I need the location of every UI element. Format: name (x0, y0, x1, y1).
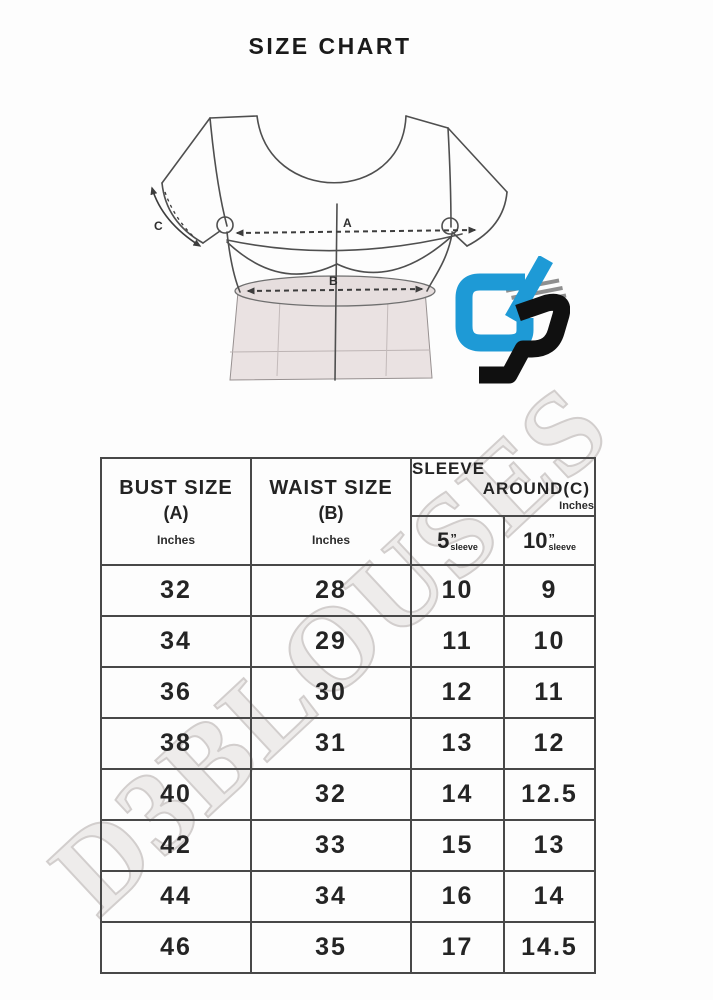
table-cell: 10 (503, 615, 596, 668)
table-cell: 16 (410, 870, 505, 923)
table-cell: 10 (410, 564, 505, 617)
bust-measure-line (235, 226, 477, 237)
page-title: SIZE CHART (248, 33, 412, 59)
logo-3-shape (479, 293, 570, 384)
table-cell: 30 (250, 666, 412, 719)
size-table: BUST SIZE (A) Inches WAIST SIZE (B) Inch… (100, 457, 596, 974)
header-waist-size: WAIST SIZE (B) Inches (250, 457, 412, 566)
waist-title: WAIST SIZE (269, 476, 393, 499)
sleeve-10-inch-mark: ” (548, 530, 555, 546)
table-row: 40 32 14 12.5 (100, 768, 596, 821)
table-row: 44 34 16 14 (100, 870, 596, 923)
table-cell: 36 (100, 666, 252, 719)
measurement-labels: A B C (154, 216, 352, 288)
table-cell: 35 (250, 921, 412, 974)
table-cell: 28 (250, 564, 412, 617)
table-cell: 33 (250, 819, 412, 872)
table-cell: 42 (100, 819, 252, 872)
sleeve-title-line2: AROUND(C) (482, 479, 590, 498)
bust-unit: Inches (156, 532, 195, 547)
table-cell: 13 (503, 819, 596, 872)
table-cell: 44 (100, 870, 252, 923)
table-cell: 12 (503, 717, 596, 770)
d3-logo (455, 256, 570, 384)
sleeve-measure-arc (150, 186, 202, 247)
header-bust-size: BUST SIZE (A) Inches (100, 457, 252, 566)
table-cell: 12.5 (503, 768, 596, 821)
sleeve-5-size: 5 (437, 527, 450, 553)
table-cell: 32 (250, 768, 412, 821)
table-cell: 38 (100, 717, 252, 770)
table-cell: 15 (410, 819, 505, 872)
table-row: 42 33 15 13 (100, 819, 596, 872)
header-row-top: BUST SIZE (A) Inches WAIST SIZE (B) Inch… (100, 457, 596, 566)
waist-measure-line (246, 285, 424, 295)
header-sleeve-around: SLEEVE AROUND(C) Inches (410, 457, 596, 517)
table-cell: 13 (410, 717, 505, 770)
table-cell: 40 (100, 768, 252, 821)
bust-label: A (343, 216, 352, 230)
bust-title: BUST SIZE (119, 476, 233, 499)
table-cell: 11 (410, 615, 505, 668)
sleeve-5-inch-mark: ” (450, 530, 457, 546)
table-cell: 12 (410, 666, 505, 719)
table-cell: 34 (250, 870, 412, 923)
table-cell: 31 (250, 717, 412, 770)
table-cell: 29 (250, 615, 412, 668)
sleeve-10-word: sleeve (548, 541, 576, 552)
bust-code: (A) (163, 502, 189, 523)
table-row: 34 29 11 10 (100, 615, 596, 668)
table-cell: 17 (410, 921, 505, 974)
table-cell: 32 (100, 564, 252, 617)
sleeve-title-line1: SLEEVE (412, 459, 486, 478)
waist-unit: Inches (311, 532, 350, 547)
table-row: 36 30 12 11 (100, 666, 596, 719)
header-sleeve-5: 5” sleeve (410, 515, 505, 566)
table-cell: 14.5 (503, 921, 596, 974)
waist-label: B (329, 274, 338, 288)
measurement-lines (150, 186, 477, 295)
sleeve-label: C (154, 219, 163, 233)
table-cell: 46 (100, 921, 252, 974)
header-row-sub: 5” sleeve 10” sleeve (101, 515, 596, 566)
table-cell: 11 (503, 666, 596, 719)
blouse-measurement-diagram: A B C (150, 115, 508, 381)
waist-code: (B) (318, 502, 344, 523)
table-cell: 14 (410, 768, 505, 821)
table-cell: 14 (503, 870, 596, 923)
sleeve-10-size: 10 (522, 527, 548, 553)
table-cell: 34 (100, 615, 252, 668)
table-cell: 9 (503, 564, 596, 617)
table-row: 38 31 13 12 (100, 717, 596, 770)
sleeve-unit: Inches (559, 500, 594, 512)
table-row: 46 35 17 14.5 (100, 921, 596, 974)
table-row: 32 28 10 9 (100, 564, 596, 617)
sleeve-5-word: sleeve (450, 541, 478, 552)
header-sleeve-10: 10” sleeve (503, 515, 596, 566)
